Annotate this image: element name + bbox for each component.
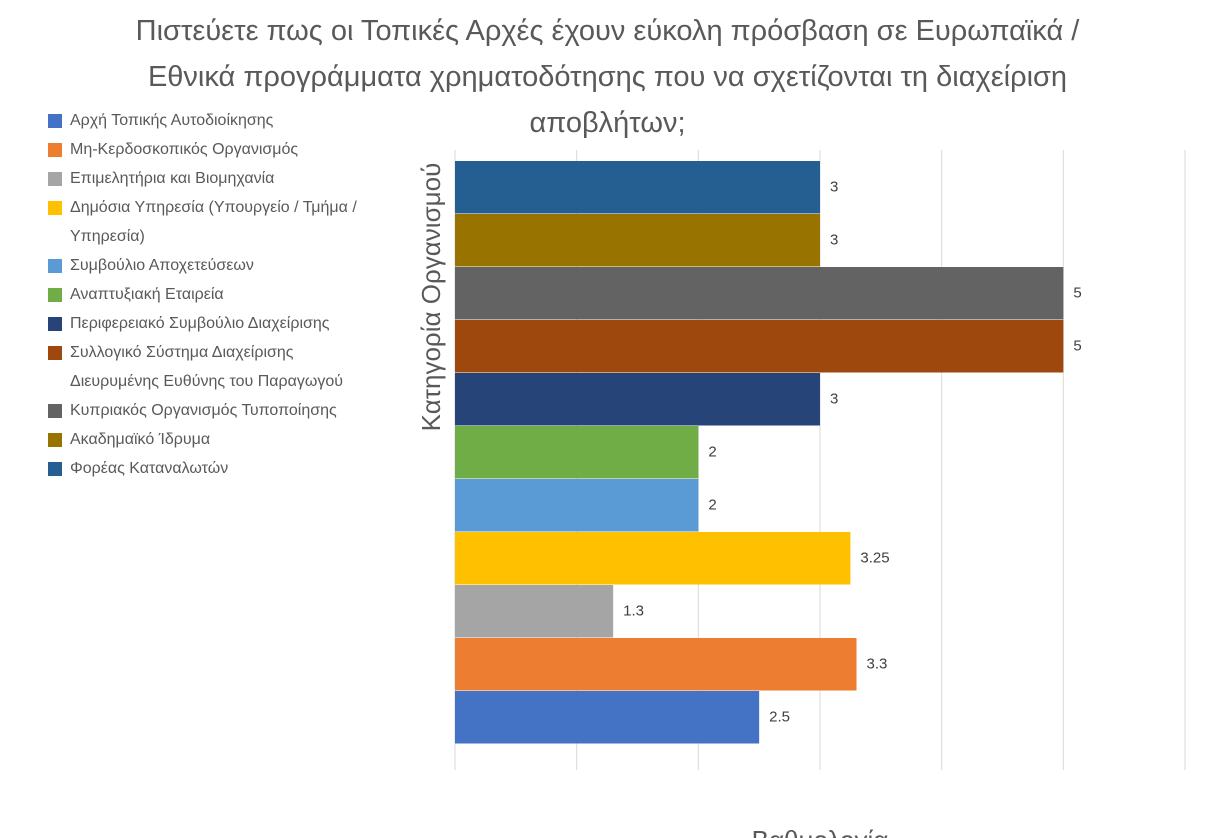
legend-label: Συλλογικό Σύστημα Διαχείρισης Διευρυμένη… xyxy=(70,344,343,390)
bar xyxy=(455,638,857,691)
data-label: 3 xyxy=(830,390,838,407)
bar xyxy=(455,214,820,267)
legend-entry: Αρχή Τοπικής Αυτοδιοίκησης xyxy=(48,106,378,135)
bar xyxy=(455,479,699,532)
bar xyxy=(455,691,760,744)
bar xyxy=(455,373,820,426)
legend-swatch xyxy=(48,317,62,331)
legend-swatch xyxy=(48,404,62,418)
legend-entry: Συμβούλιο Αποχετεύσεων xyxy=(48,251,378,280)
legend-label: Ακαδημαϊκό Ίδρυμα xyxy=(70,431,211,448)
chart-title: Πιστεύετε πως οι Τοπικές Αρχές έχουν εύκ… xyxy=(135,15,1080,139)
legend-swatch xyxy=(48,433,62,447)
bar xyxy=(455,161,820,214)
legend-swatch xyxy=(48,201,62,215)
legend-label: Φορέας Καταναλωτών xyxy=(70,460,229,477)
legend-label: Αρχή Τοπικής Αυτοδιοίκησης xyxy=(70,112,274,129)
bar xyxy=(455,267,1064,320)
data-label: 2.5 xyxy=(769,708,790,725)
legend-swatch xyxy=(48,288,62,302)
data-label: 2 xyxy=(708,443,716,460)
legend-entry: Δημόσια Υπηρεσία (Υπουργείο / Τμήμα / Υπ… xyxy=(48,193,378,251)
data-label: 1.3 xyxy=(623,602,644,619)
data-label: 3.25 xyxy=(860,549,889,566)
legend-label: Περιφερειακό Συμβούλιο Διαχείρισης xyxy=(70,315,330,332)
legend-entry: Φορέας Καταναλωτών xyxy=(48,454,378,483)
legend-entry: Κυπριακός Οργανισμός Τυποποίησης xyxy=(48,396,378,425)
bar xyxy=(455,532,851,585)
legend-swatch xyxy=(48,346,62,360)
legend-swatch xyxy=(48,114,62,128)
data-label: 5 xyxy=(1073,337,1081,354)
legend-swatch xyxy=(48,462,62,476)
legend-label: Δημόσια Υπηρεσία (Υπουργείο / Τμήμα / Υπ… xyxy=(70,199,357,245)
x-axis-label: Βαθμολογία xyxy=(752,825,889,838)
y-axis-label: Κατηγορία Οργανισμού xyxy=(416,163,446,432)
legend-swatch xyxy=(48,172,62,186)
data-label: 3 xyxy=(830,178,838,195)
bar xyxy=(455,585,614,638)
legend: Αρχή Τοπικής Αυτοδιοίκησης Μη-Κερδοσκοπικ… xyxy=(48,106,378,483)
legend-entry: Επιμελητήρια και Βιομηχανία xyxy=(48,164,378,193)
bar xyxy=(455,320,1064,373)
legend-label: Συμβούλιο Αποχετεύσεων xyxy=(70,257,254,274)
legend-entry: Συλλογικό Σύστημα Διαχείρισης Διευρυμένη… xyxy=(48,338,378,396)
legend-label: Μη-Κερδοσκοπικός Οργανισμός xyxy=(70,141,299,158)
legend-label: Κυπριακός Οργανισμός Τυποποίησης xyxy=(70,402,337,419)
legend-entry: Αναπτυξιακή Εταιρεία xyxy=(48,280,378,309)
legend-label: Επιμελητήρια και Βιομηχανία xyxy=(70,170,275,187)
data-label: 3 xyxy=(830,231,838,248)
legend-swatch xyxy=(48,143,62,157)
bar xyxy=(455,426,699,479)
data-label: 3.3 xyxy=(867,655,888,672)
data-label: 5 xyxy=(1073,284,1081,301)
legend-swatch xyxy=(48,259,62,273)
legend-label: Αναπτυξιακή Εταιρεία xyxy=(70,286,224,303)
legend-entry: Περιφερειακό Συμβούλιο Διαχείρισης xyxy=(48,309,378,338)
data-label: 2 xyxy=(708,496,716,513)
legend-entry: Ακαδημαϊκό Ίδρυμα xyxy=(48,425,378,454)
legend-entry: Μη-Κερδοσκοπικός Οργανισμός xyxy=(48,135,378,164)
